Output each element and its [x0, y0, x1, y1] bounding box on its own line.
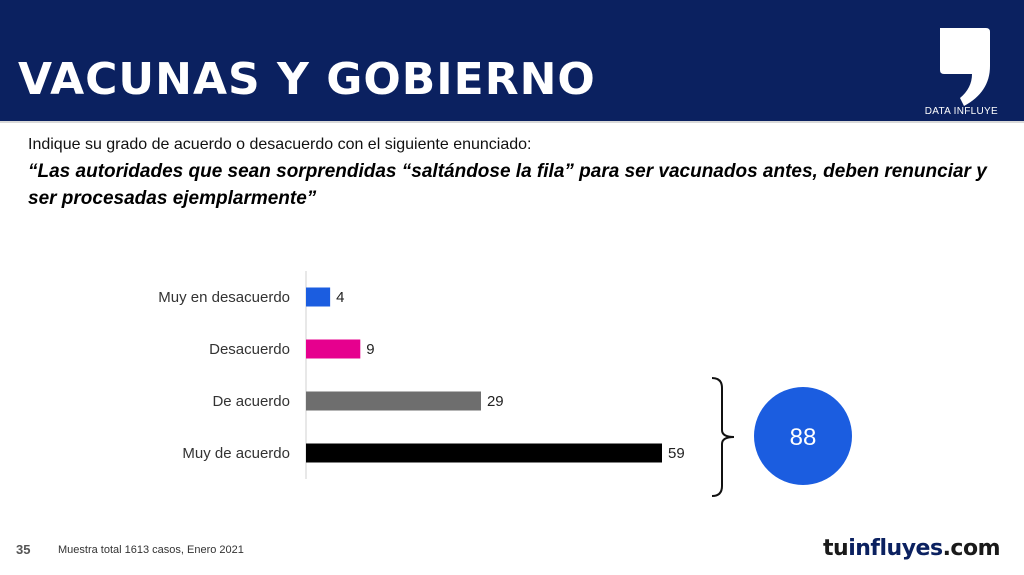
bar-1	[306, 339, 361, 359]
bar-3	[306, 443, 662, 463]
value-label-1: 9	[366, 341, 374, 358]
sample-note: Muestra total 1613 casos, Enero 2021	[58, 544, 244, 556]
brand-part-influyes: influyes	[848, 536, 943, 561]
value-label-2: 29	[487, 393, 504, 410]
category-label-0: Muy en desacuerdo	[158, 289, 290, 306]
category-label-1: Desacuerdo	[209, 341, 290, 358]
total-value-label: 88	[790, 424, 817, 451]
brand-part-com: .com	[942, 536, 1001, 561]
page-number: 35	[16, 542, 31, 557]
value-label-0: 4	[336, 289, 344, 306]
header-banner: VACUNAS Y GOBIERNO DATA INFLUYE	[0, 0, 1024, 123]
category-label-3: Muy de acuerdo	[182, 445, 290, 462]
page-title: VACUNAS Y GOBIERNO	[18, 54, 596, 105]
bar-2	[306, 391, 481, 411]
brand-tag: DATA INFLUYE	[924, 106, 998, 117]
category-label-2: De acuerdo	[212, 393, 290, 410]
value-label-3: 59	[668, 445, 685, 462]
statement-text: “Las autoridades que sean sorprendidas “…	[28, 161, 987, 209]
total-circle	[754, 387, 852, 485]
brand-part-tu: tu	[823, 536, 849, 561]
brand-logo: tuinfluyes.com	[823, 536, 1000, 561]
quote-mark-icon	[940, 28, 990, 106]
bar-0	[306, 287, 331, 307]
question-text: Indique su grado de acuerdo o desacuerdo…	[28, 136, 532, 153]
group-bracket	[711, 377, 735, 497]
